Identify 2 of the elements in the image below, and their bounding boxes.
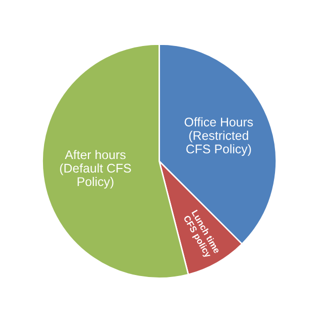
slice-label: Office Hours (Restricted CFS Policy)	[184, 117, 253, 156]
slice-label: After hours (Default CFS Policy)	[60, 150, 131, 189]
